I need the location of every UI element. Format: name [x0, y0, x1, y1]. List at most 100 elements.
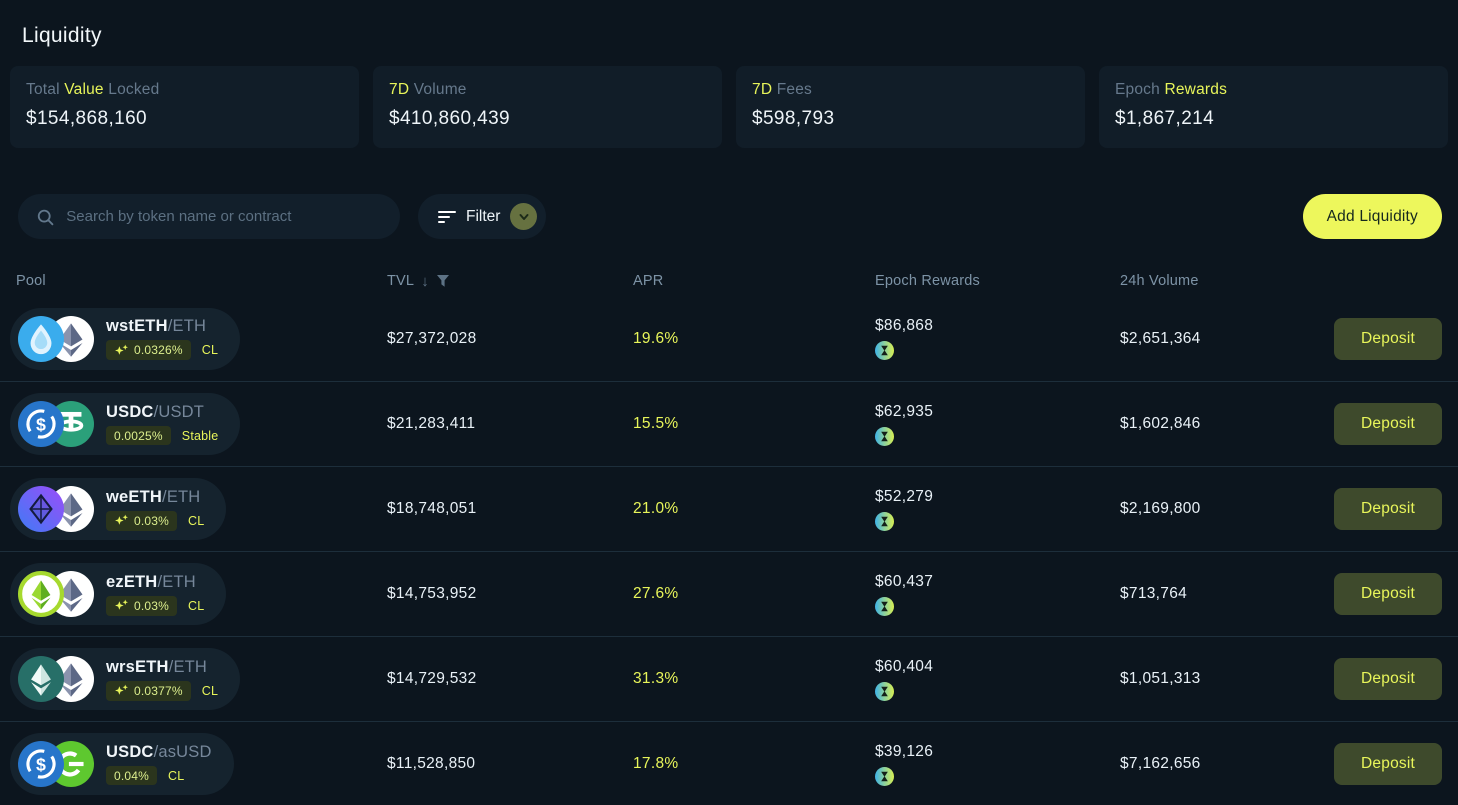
- column-header-tvl[interactable]: TVL ↓: [387, 273, 633, 290]
- wrseth-icon: [18, 656, 64, 702]
- sort-desc-icon[interactable]: ↓: [421, 272, 429, 290]
- sparkles-icon: [114, 598, 129, 613]
- epoch-rewards-value: $62,935: [875, 402, 934, 420]
- fee-badge: 0.03%: [106, 595, 178, 616]
- pool-item-usdc-asusd[interactable]: USDC/asUSD 0.04% CL: [10, 733, 234, 795]
- apr-value: 27.6%: [633, 585, 679, 602]
- stat-label: Epoch Rewards: [1115, 81, 1228, 98]
- pool-item-wsteth-eth[interactable]: wstETH/ETH 0.0326% CL: [10, 307, 241, 370]
- tvl-value: $14,753,952: [387, 585, 477, 602]
- tvl-value: $18,748,051: [387, 500, 477, 517]
- tvl-value: $21,283,411: [387, 415, 476, 432]
- deposit-button[interactable]: Deposit: [1334, 743, 1442, 785]
- deposit-button[interactable]: Deposit: [1334, 403, 1442, 445]
- volume-value: $2,651,364: [1120, 329, 1201, 347]
- usdc-icon: [18, 401, 64, 447]
- pool-type-label: CL: [188, 513, 205, 528]
- column-header-epoch-rewards: Epoch Rewards: [875, 273, 980, 289]
- epoch-rewards-value: $86,868: [875, 317, 934, 334]
- volume-value: $1,602,846: [1120, 415, 1201, 432]
- stat-value: $154,868,160: [26, 108, 148, 129]
- pool-type-label: CL: [188, 598, 205, 613]
- filter-label: Filter: [466, 207, 501, 225]
- filter-button[interactable]: Filter: [418, 194, 547, 239]
- stat-card-epoch-rewards: Epoch Rewards $1,867,214: [1099, 66, 1448, 148]
- pool-item-usdc-usdt[interactable]: USDC/USDT 0.0025% Stable: [10, 393, 241, 455]
- pool-type-label: CL: [168, 768, 185, 783]
- pool-token-icons: [18, 486, 94, 532]
- sparkles-icon: [114, 683, 129, 698]
- pool-type-label: CL: [201, 343, 219, 357]
- fee-badge: 0.03%: [106, 510, 178, 531]
- search-box[interactable]: [18, 194, 400, 239]
- pool-token-icons: [18, 401, 94, 447]
- stat-card-7d-volume: 7D Volume $410,860,439: [373, 66, 722, 148]
- pools-table: wstETH/ETH 0.0326% CL $27,372,028 19.6% …: [0, 296, 1458, 805]
- pool-token-icons: [18, 656, 94, 702]
- stat-card-7d-fees: 7D Fees $598,793: [736, 66, 1085, 148]
- pool-pair: wstETH/ETH: [106, 317, 207, 335]
- pool-token-icons: [18, 741, 94, 787]
- deposit-button[interactable]: Deposit: [1334, 317, 1442, 360]
- ezeth-icon: [18, 571, 64, 617]
- epoch-rewards-value: $60,437: [875, 572, 934, 590]
- wsteth-icon: [18, 316, 64, 362]
- deposit-button[interactable]: Deposit: [1334, 658, 1442, 700]
- tvl-filter-funnel-icon[interactable]: [436, 274, 450, 288]
- search-icon: [36, 207, 54, 227]
- stat-value: $410,860,439: [389, 108, 511, 129]
- column-header-apr: APR: [633, 273, 664, 289]
- chevron-down-icon: [518, 211, 530, 223]
- volume-value: $1,051,313: [1120, 670, 1201, 687]
- apr-value: 17.8%: [633, 755, 679, 772]
- filter-expand-button[interactable]: [510, 203, 538, 230]
- table-row: weETH/ETH 0.03% CL $18,748,051 21.0% $52…: [0, 466, 1458, 551]
- stat-label: 7D Fees: [752, 81, 812, 98]
- pool-token-icons: [18, 571, 94, 617]
- table-row: wrsETH/ETH 0.0377% CL $14,729,532 31.3% …: [0, 636, 1458, 721]
- sparkles-icon: [114, 513, 129, 528]
- pool-item-weeth-eth[interactable]: weETH/ETH 0.03% CL: [10, 478, 227, 540]
- apr-value: 19.6%: [633, 329, 679, 347]
- pool-pair: ezETH/ETH: [106, 572, 196, 591]
- fee-badge: 0.0025%: [106, 426, 171, 445]
- column-header-24h-volume: 24h Volume: [1120, 273, 1199, 289]
- pool-token-icons: [18, 316, 94, 362]
- reward-token-icon: [875, 341, 1120, 360]
- search-input[interactable]: [66, 208, 384, 225]
- pool-item-ezeth-eth[interactable]: ezETH/ETH 0.03% CL: [10, 563, 227, 625]
- apr-value: 15.5%: [633, 415, 679, 432]
- tvl-value: $27,372,028: [387, 329, 477, 347]
- deposit-button[interactable]: Deposit: [1334, 573, 1442, 615]
- pool-item-wrseth-eth[interactable]: wrsETH/ETH 0.0377% CL: [10, 648, 241, 710]
- tvl-value: $11,528,850: [387, 755, 476, 772]
- epoch-rewards-value: $52,279: [875, 487, 934, 505]
- stat-card-tvl: Total Value Locked $154,868,160: [10, 66, 359, 148]
- volume-value: $7,162,656: [1120, 755, 1201, 772]
- deposit-button[interactable]: Deposit: [1334, 488, 1442, 530]
- table-row: USDC/asUSD 0.04% CL $11,528,850 17.8% $3…: [0, 721, 1458, 805]
- pool-pair: USDC/USDT: [106, 403, 205, 421]
- stats-cards: Total Value Locked $154,868,160 7D Volum…: [10, 66, 1448, 148]
- tvl-value: $14,729,532: [387, 670, 477, 687]
- pool-type-label: Stable: [181, 428, 219, 443]
- volume-value: $713,764: [1120, 585, 1188, 602]
- reward-token-icon: [875, 427, 1120, 446]
- weeth-icon: [18, 486, 64, 532]
- usdc-icon: [18, 741, 64, 787]
- table-header: Pool TVL ↓ APR Epoch Rewards 24h Volume: [0, 266, 1458, 296]
- reward-token-icon: [875, 682, 1120, 701]
- volume-value: $2,169,800: [1120, 500, 1201, 517]
- reward-token-icon: [875, 512, 1120, 531]
- filter-icon: [438, 210, 456, 224]
- pool-pair: USDC/asUSD: [106, 743, 212, 761]
- pool-pair: wrsETH/ETH: [106, 657, 208, 676]
- column-header-pool: Pool: [16, 273, 46, 289]
- fee-badge: 0.0326%: [106, 340, 191, 360]
- pool-type-label: CL: [201, 683, 219, 698]
- reward-token-icon: [875, 597, 1120, 616]
- add-liquidity-button[interactable]: Add Liquidity: [1302, 194, 1442, 239]
- stat-label: 7D Volume: [389, 81, 467, 98]
- fee-badge: 0.0377%: [106, 680, 191, 701]
- table-row: wstETH/ETH 0.0326% CL $27,372,028 19.6% …: [0, 296, 1458, 381]
